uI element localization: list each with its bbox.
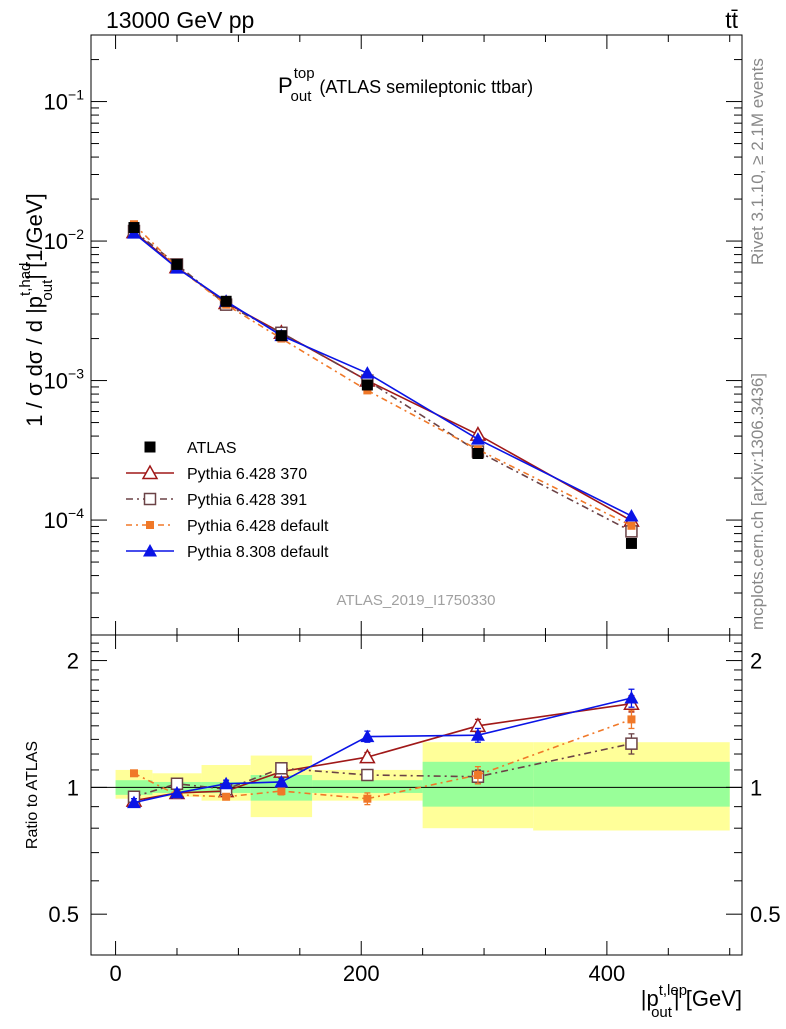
ylabel-sub: out [39, 279, 56, 301]
legend-marker [141, 464, 159, 480]
y-tick-base: 10 [44, 369, 68, 394]
series-3 [129, 220, 636, 530]
title-main: P [278, 73, 293, 98]
y-axis-label: 1 / σ dσ / d |pt,had out| [1/GeV] [17, 193, 56, 426]
energy-label: 13000 GeV pp [106, 7, 254, 33]
legend-marker [146, 521, 154, 529]
ratio-frame [90, 634, 743, 956]
x-tick-label: 200 [343, 961, 380, 986]
ratio-y-tick-label-right: 1 [750, 775, 762, 800]
y-tick-exponent: −1 [68, 87, 84, 103]
series-line [133, 230, 632, 533]
ratio-y-tick-label: 0.5 [48, 902, 79, 927]
xlabel-sub: out [651, 1004, 673, 1021]
ratio-point [222, 792, 231, 801]
legend-entry: Pythia 6.428 default [126, 518, 329, 535]
legend-entry: Pythia 6.428 391 [126, 492, 307, 509]
ratio-point [363, 794, 372, 803]
legend-entry: Pythia 8.308 default [126, 544, 329, 561]
chart-title: Ptop out (ATLAS semileptonic ttbar) [278, 65, 533, 105]
rivet-label: Rivet 3.1.10, ≥ 2.1M events [748, 58, 767, 265]
ratio-panel: 0 200 400 0.5 0.5 1 1 2 2 Ratio to ATLAS |pt,lep… [24, 634, 781, 1021]
ylabel-sup: t,had [17, 263, 34, 296]
ratio-series-4 [126, 688, 639, 809]
ratio-point [219, 776, 234, 790]
ratio-point [361, 768, 374, 782]
title-sub: out [291, 88, 313, 105]
legend-label: Pythia 6.428 370 [187, 466, 307, 483]
ratio-point [277, 787, 286, 796]
legend-marker [143, 492, 157, 506]
y-tick-label: 10−3 [44, 366, 85, 394]
ratio-point [274, 774, 289, 788]
y-tick-base: 10 [44, 508, 68, 533]
legend-label: Pythia 8.308 default [187, 544, 329, 561]
ratio-point [275, 762, 288, 775]
data-point [220, 295, 232, 307]
legend-marker [144, 441, 156, 453]
data-point [627, 521, 636, 530]
y-tick-base: 10 [44, 90, 68, 115]
main-panel: 10−410−310−210−1 Ptop out (ATLAS semilepto… [17, 34, 743, 636]
mcplots-label: mcplots.cern.ch [arXiv:1306.3436] [748, 373, 767, 630]
band-stat-uncertainty [312, 780, 423, 793]
xlabel-sup: t,lep [659, 982, 687, 999]
ratio-point [126, 795, 141, 809]
data-point [361, 379, 373, 391]
ratio-point [169, 785, 184, 799]
data-point [171, 258, 183, 270]
series-0 [128, 222, 637, 549]
title-rest: (ATLAS semileptonic ttbar) [319, 77, 533, 97]
ratio-y-label: Ratio to ATLAS [24, 741, 41, 849]
legend-label: Pythia 6.428 391 [187, 492, 307, 509]
ratio-y-tick-label-right: 0.5 [750, 902, 781, 927]
x-tick-label: 0 [109, 961, 121, 986]
ratio-point [624, 690, 639, 704]
analysis-id: ATLAS_2019_I1750330 [336, 592, 495, 609]
title-sup: top [294, 65, 315, 82]
ratio-point [473, 770, 482, 779]
y-tick-label: 10−1 [44, 87, 85, 115]
ratio-point [359, 748, 376, 764]
x-tick-label: 400 [589, 961, 626, 986]
legend-label: ATLAS [187, 440, 237, 457]
process-label: tt̄ [725, 7, 738, 33]
legend-label: Pythia 6.428 default [187, 518, 329, 535]
y-tick-label: 10−2 [44, 226, 85, 254]
legend-marker [143, 544, 157, 557]
ratio-y-tick-label-right: 2 [750, 649, 762, 674]
ratio-point [625, 737, 638, 750]
series-2 [127, 224, 638, 538]
data-point [470, 432, 485, 445]
legend-entry: ATLAS [144, 440, 237, 457]
legend: ATLAS Pythia 6.428 370 Pythia 6.428 391 Pyt… [126, 440, 329, 561]
y-tick-exponent: −3 [68, 366, 84, 382]
y-tick-exponent: −4 [68, 505, 84, 521]
xlabel-pre: |p [641, 986, 659, 1011]
y-tick-base: 10 [44, 229, 68, 254]
data-point [472, 448, 484, 460]
ylabel-post: | [1/GeV] [22, 193, 47, 279]
legend-entry: Pythia 6.428 370 [126, 464, 307, 483]
xlabel-post: | [GeV] [674, 986, 742, 1011]
ratio-point [470, 728, 485, 741]
ylabel-pre: 1 / σ dσ / d |p [22, 296, 47, 427]
band-stat-uncertainty [533, 761, 730, 807]
data-point [625, 537, 637, 549]
y-tick-label: 10−4 [44, 505, 85, 533]
data-point [128, 222, 140, 234]
data-point [275, 330, 287, 342]
y-tick-exponent: −2 [68, 226, 84, 242]
ratio-y-tick-label: 1 [67, 775, 79, 800]
data-point [624, 508, 639, 522]
data-point [360, 366, 375, 379]
ratio-point [129, 769, 138, 778]
ratio-point [627, 715, 636, 724]
ratio-y-tick-label: 2 [67, 649, 79, 674]
ratio-point [360, 729, 375, 743]
x-axis-label: |pt,lep out| [GeV] [641, 982, 742, 1021]
